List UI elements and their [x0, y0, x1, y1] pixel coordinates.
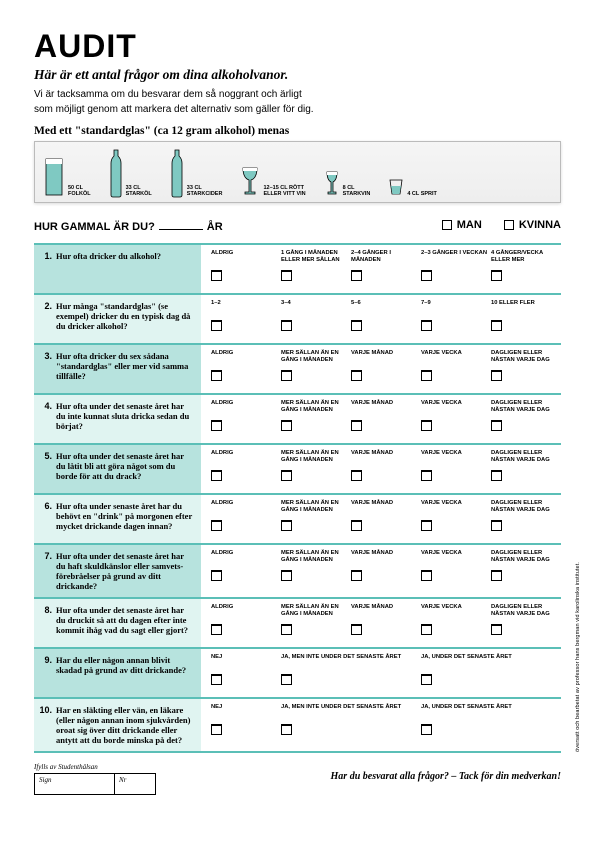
- answer-option[interactable]: DAGLIGEN ELLER NÄSTAN VARJE DAG: [491, 400, 561, 443]
- age-input[interactable]: [159, 229, 203, 230]
- answer-option[interactable]: JA, MEN INTE UNDER DET SENASTE ÅRET: [281, 704, 421, 751]
- fill-box: Ifylls av Studenthälsan Sign Nr: [34, 763, 156, 795]
- answer-option[interactable]: VARJE MÅNAD: [351, 400, 421, 443]
- question-row: 9.Har du eller någon annan blivit skadad…: [34, 647, 561, 697]
- age-gender-row: HUR GAMMAL ÄR DU? ÅR MAN KVINNA: [34, 219, 561, 233]
- age-unit: ÅR: [207, 221, 223, 233]
- question-grid: 1.Hur ofta dricker du alkohol?ALDRIG1 GÅ…: [34, 243, 561, 753]
- question-cell: 9.Har du eller någon annan blivit skadad…: [34, 649, 201, 697]
- question-cell: 10.Har en släkting eller vän, en läkare …: [34, 699, 201, 751]
- answer-option[interactable]: JA, UNDER DET SENASTE ÅRET: [421, 704, 561, 751]
- question-cell: 2.Hur många "standardglas" (se exempel) …: [34, 295, 201, 343]
- answer-option[interactable]: VARJE MÅNAD: [351, 604, 421, 647]
- answer-option[interactable]: VARJE VECKA: [421, 604, 491, 647]
- answer-option[interactable]: MER SÄLLAN ÄN EN GÅNG I MÅNADEN: [281, 350, 351, 393]
- answer-option[interactable]: VARJE MÅNAD: [351, 550, 421, 597]
- question-cell: 7.Hur ofta under det senaste året har du…: [34, 545, 201, 597]
- question-row: 4.Hur ofta under det senaste året har du…: [34, 393, 561, 443]
- answer-option[interactable]: VARJE MÅNAD: [351, 350, 421, 393]
- answer-option[interactable]: DAGLIGEN ELLER NÄSTAN VARJE DAG: [491, 450, 561, 493]
- thanks-text: Har du besvarat alla frågor? – Tack för …: [331, 763, 561, 782]
- answer-option[interactable]: DAGLIGEN ELLER NÄSTAN VARJE DAG: [491, 604, 561, 647]
- question-cell: 3.Hur ofta dricker du sex sådana "standa…: [34, 345, 201, 393]
- question-cell: 1.Hur ofta dricker du alkohol?: [34, 245, 201, 293]
- answer-option[interactable]: 4 GÅNGER/VECKA ELLER MER: [491, 250, 561, 293]
- gender-man[interactable]: MAN: [442, 219, 482, 231]
- question-row: 5.Hur ofta under det senaste året har du…: [34, 443, 561, 493]
- subtitle: Här är ett antal frågor om dina alkoholv…: [34, 67, 561, 83]
- answer-option[interactable]: VARJE MÅNAD: [351, 500, 421, 543]
- side-credit: översatt och bearbetat av professor hans…: [575, 562, 581, 752]
- question-row: 7.Hur ofta under det senaste året har du…: [34, 543, 561, 597]
- question-row: 3.Hur ofta dricker du sex sådana "standa…: [34, 343, 561, 393]
- answer-option[interactable]: DAGLIGEN ELLER NÄSTAN VARJE DAG: [491, 500, 561, 543]
- answer-option[interactable]: VARJE VECKA: [421, 500, 491, 543]
- glass-starkol: 33 CLSTARKÖL: [109, 148, 152, 198]
- intro-text: Vi är tacksamma om du besvarar dem så no…: [34, 87, 561, 117]
- question-cell: 6.Hur ofta under senaste året har du beh…: [34, 495, 201, 543]
- answer-option[interactable]: MER SÄLLAN ÄN EN GÅNG I MÅNADEN: [281, 604, 351, 647]
- glass-sprit: 4 CL SPRIT: [388, 178, 437, 198]
- answer-option[interactable]: ALDRIG: [211, 400, 281, 443]
- answer-option[interactable]: MER SÄLLAN ÄN EN GÅNG I MÅNADEN: [281, 500, 351, 543]
- question-cell: 5.Hur ofta under det senaste året har du…: [34, 445, 201, 493]
- answer-option[interactable]: 1 GÅNG I MÅNADEN ELLER MER SÄLLAN: [281, 250, 351, 293]
- question-row: 8.Hur ofta under det senaste året har du…: [34, 597, 561, 647]
- answer-option[interactable]: VARJE VECKA: [421, 550, 491, 597]
- age-question: HUR GAMMAL ÄR DU?: [34, 221, 155, 233]
- answer-option[interactable]: MER SÄLLAN ÄN EN GÅNG I MÅNADEN: [281, 400, 351, 443]
- standard-glass-heading: Med ett "standardglas" (ca 12 gram alkoh…: [34, 125, 561, 137]
- gender-kvinna[interactable]: KVINNA: [504, 219, 561, 231]
- answer-option[interactable]: ALDRIG: [211, 350, 281, 393]
- question-cell: 8.Hur ofta under det senaste året har du…: [34, 599, 201, 647]
- answer-option[interactable]: VARJE VECKA: [421, 400, 491, 443]
- question-row: 1.Hur ofta dricker du alkohol?ALDRIG1 GÅ…: [34, 243, 561, 293]
- sign-field: Sign: [35, 774, 115, 794]
- question-row: 6.Hur ofta under senaste året har du beh…: [34, 493, 561, 543]
- answer-option[interactable]: VARJE MÅNAD: [351, 450, 421, 493]
- answer-option[interactable]: ALDRIG: [211, 250, 281, 293]
- question-row: 2.Hur många "standardglas" (se exempel) …: [34, 293, 561, 343]
- glass-folkol: 50 CLFOLKÖL: [43, 156, 91, 198]
- answer-option[interactable]: JA, UNDER DET SENASTE ÅRET: [421, 654, 561, 697]
- answer-option[interactable]: VARJE VECKA: [421, 350, 491, 393]
- answer-option[interactable]: 2–4 GÅNGER I MÅNADEN: [351, 250, 421, 293]
- answer-option[interactable]: 5–6: [351, 300, 421, 343]
- page-title: AUDIT: [34, 28, 561, 65]
- nr-field: Nr: [115, 774, 155, 794]
- answer-option[interactable]: 10 ELLER FLER: [491, 300, 561, 343]
- glasses-legend: 50 CLFOLKÖL 33 CLSTARKÖL 33 CLSTARKCIDER…: [34, 141, 561, 203]
- answer-option[interactable]: NEJ: [211, 654, 281, 697]
- answer-option[interactable]: ALDRIG: [211, 604, 281, 647]
- question-cell: 4.Hur ofta under det senaste året har du…: [34, 395, 201, 443]
- answer-option[interactable]: 3–4: [281, 300, 351, 343]
- glass-wine: 12–15 CL RÖTTELLER VITT VIN: [240, 166, 305, 198]
- answer-option[interactable]: ALDRIG: [211, 550, 281, 597]
- answer-option[interactable]: MER SÄLLAN ÄN EN GÅNG I MÅNADEN: [281, 550, 351, 597]
- glass-starkvin: 8 CLSTARKVIN: [324, 170, 371, 198]
- answer-option[interactable]: JA, MEN INTE UNDER DET SENASTE ÅRET: [281, 654, 421, 697]
- answer-option[interactable]: ALDRIG: [211, 500, 281, 543]
- glass-starkcider: 33 CLSTARKCIDER: [170, 148, 223, 198]
- answer-option[interactable]: ALDRIG: [211, 450, 281, 493]
- answer-option[interactable]: VARJE VECKA: [421, 450, 491, 493]
- answer-option[interactable]: MER SÄLLAN ÄN EN GÅNG I MÅNADEN: [281, 450, 351, 493]
- answer-option[interactable]: 2–3 GÅNGER I VECKAN: [421, 250, 491, 293]
- answer-option[interactable]: 1–2: [211, 300, 281, 343]
- question-row: 10.Har en släkting eller vän, en läkare …: [34, 697, 561, 753]
- answer-option[interactable]: 7–9: [421, 300, 491, 343]
- answer-option[interactable]: DAGLIGEN ELLER NÄSTAN VARJE DAG: [491, 350, 561, 393]
- answer-option[interactable]: NEJ: [211, 704, 281, 751]
- answer-option[interactable]: DAGLIGEN ELLER NÄSTAN VARJE DAG: [491, 550, 561, 597]
